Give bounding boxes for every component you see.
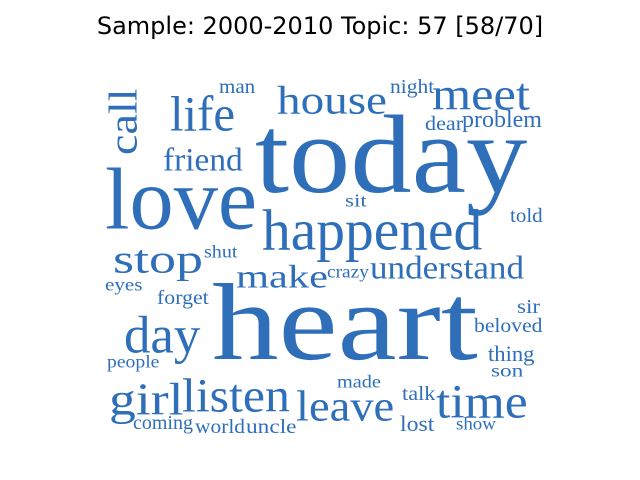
cloud-word: shut <box>204 242 238 262</box>
cloud-word: beloved <box>474 314 543 337</box>
cloud-word: leave <box>296 382 395 430</box>
cloud-word: stop <box>113 238 204 282</box>
cloud-word: love <box>105 150 258 248</box>
cloud-word: problem <box>462 107 542 133</box>
cloud-word: crazy <box>327 262 369 282</box>
cloud-word: understand <box>370 250 524 286</box>
cloud-word: sir <box>517 295 540 318</box>
cloud-word: night <box>390 75 435 98</box>
cloud-word: heart <box>212 261 478 383</box>
cloud-word: forget <box>157 286 209 309</box>
cloud-word: call <box>102 88 146 155</box>
cloud-word: made <box>337 372 381 392</box>
cloud-word: dear <box>425 112 464 135</box>
cloud-word: friend <box>163 142 243 178</box>
cloud-word: uncle <box>246 415 297 438</box>
cloud-word: people <box>107 352 160 372</box>
cloud-word: make <box>236 259 329 295</box>
cloud-word: listen <box>182 369 290 422</box>
cloud-word: house <box>277 79 387 123</box>
cloud-word: girl <box>109 375 184 425</box>
cloud-word: today <box>255 93 528 217</box>
cloud-word: show <box>456 414 496 434</box>
cloud-word: talk <box>402 382 436 405</box>
cloud-word: time <box>436 375 528 428</box>
cloud-word: lost <box>400 411 435 436</box>
cloud-word: life <box>170 87 235 142</box>
cloud-word: world <box>195 415 245 438</box>
cloud-word: day <box>124 306 201 365</box>
cloud-word: happened <box>262 199 483 263</box>
cloud-word: told <box>510 204 543 227</box>
figure-title: Sample: 2000-2010 Topic: 57 [58/70] <box>96 12 544 40</box>
cloud-word: eyes <box>105 275 143 295</box>
cloud-word: son <box>491 361 524 381</box>
cloud-word: thing <box>488 341 535 366</box>
cloud-word: man <box>219 75 256 98</box>
cloud-word: coming <box>133 411 193 434</box>
cloud-word: meet <box>432 70 530 120</box>
cloud-word: sit <box>345 191 367 211</box>
